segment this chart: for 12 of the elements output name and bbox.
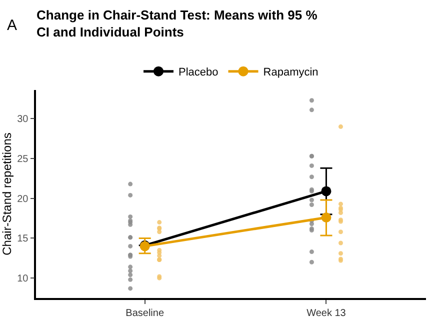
legend-label: Rapamycin <box>263 66 318 79</box>
chart-title: Change in Chair-Stand Test: Means with 95 % CI and Individual Points <box>36 7 318 40</box>
legend-label: Placebo <box>178 66 218 79</box>
y-tick-label: 20 <box>17 194 29 205</box>
y-axis-title: Chair-Stand repetitions <box>0 132 14 256</box>
y-tick-label: 15 <box>17 234 29 245</box>
y-tick-label: 30 <box>17 114 29 126</box>
y-tick-label: 10 <box>17 274 29 285</box>
text: A <box>7 17 18 34</box>
x-tick-label: Week 13 <box>306 308 346 319</box>
y-tick-label: 25 <box>17 154 29 166</box>
x-tick-label: Baseline <box>126 308 164 319</box>
